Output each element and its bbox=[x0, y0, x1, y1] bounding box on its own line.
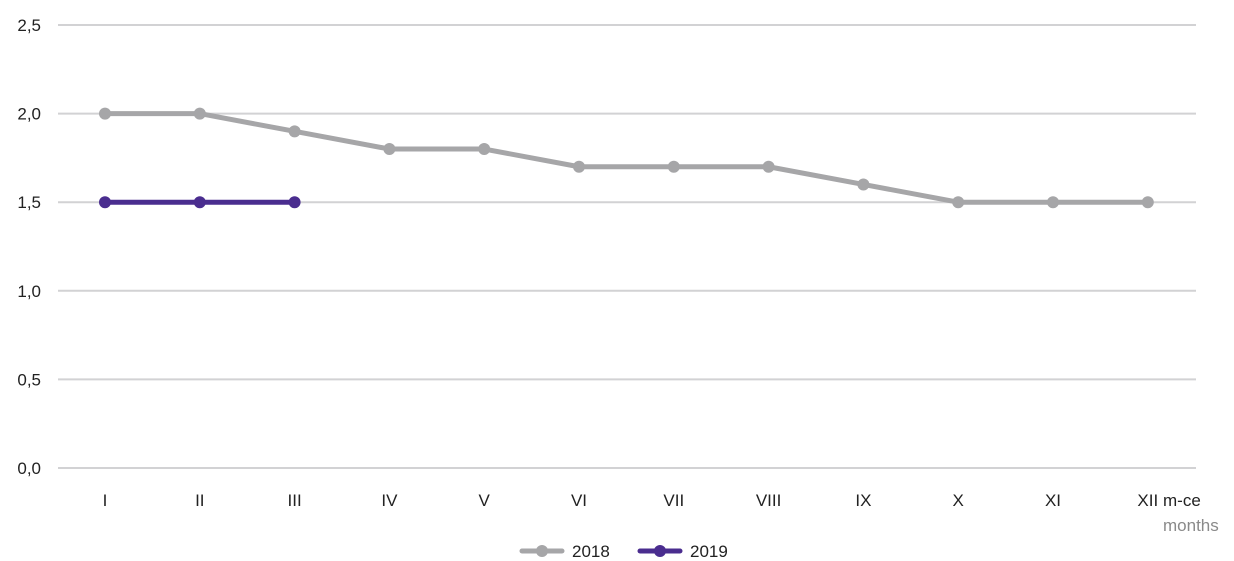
x-tick-label: XI bbox=[1045, 491, 1061, 510]
x-tick-label: X bbox=[953, 491, 964, 510]
data-point bbox=[857, 178, 870, 191]
data-point bbox=[288, 196, 301, 209]
x-tick-label: I bbox=[103, 491, 108, 510]
x-tick-label: V bbox=[479, 491, 491, 510]
y-tick-label: 2,0 bbox=[17, 105, 41, 124]
data-point bbox=[667, 160, 680, 173]
x-tick-label: IX bbox=[855, 491, 871, 510]
series-2019 bbox=[99, 196, 301, 209]
legend-swatch-marker bbox=[654, 545, 666, 557]
legend-label: 2019 bbox=[690, 542, 728, 561]
x-tick-label: II bbox=[195, 491, 204, 510]
x-axis-unit-sublabel: months bbox=[1163, 516, 1219, 535]
data-point bbox=[762, 160, 775, 173]
x-tick-label: VII bbox=[663, 491, 684, 510]
y-tick-label: 2,5 bbox=[17, 16, 41, 35]
data-point bbox=[99, 196, 111, 209]
legend-swatch-marker bbox=[536, 545, 548, 557]
x-axis-ticks: I II III IV V VI VII VIII IX X XI XII bbox=[103, 491, 1159, 510]
data-point bbox=[383, 143, 396, 156]
y-tick-label: 1,5 bbox=[17, 193, 41, 212]
series-line bbox=[102, 111, 1151, 205]
data-point bbox=[573, 160, 585, 173]
series-group bbox=[99, 107, 1154, 209]
x-tick-label: XII bbox=[1137, 491, 1158, 510]
legend: 2018 2019 bbox=[519, 542, 728, 561]
data-point bbox=[193, 196, 206, 209]
legend-item: 2019 bbox=[637, 542, 728, 561]
legend-label: 2018 bbox=[572, 542, 610, 561]
data-point bbox=[1047, 196, 1059, 209]
x-tick-label: VIII bbox=[756, 491, 782, 510]
data-point bbox=[99, 107, 111, 120]
y-tick-label: 1,0 bbox=[17, 282, 41, 301]
y-tick-label: 0,0 bbox=[17, 459, 41, 478]
data-point bbox=[288, 125, 301, 138]
legend-item: 2018 bbox=[519, 542, 610, 561]
x-axis-unit-label: m-ce bbox=[1163, 491, 1201, 510]
grid-lines bbox=[58, 24, 1196, 469]
y-tick-label: 0,5 bbox=[17, 370, 41, 389]
x-tick-label: VI bbox=[571, 491, 587, 510]
data-point bbox=[952, 196, 965, 209]
data-point bbox=[1141, 196, 1154, 209]
y-axis-ticks: 0,0 0,5 1,0 1,5 2,0 2,5 bbox=[17, 16, 41, 478]
series-2018 bbox=[99, 107, 1154, 209]
data-point bbox=[193, 107, 206, 120]
x-tick-label: IV bbox=[381, 491, 398, 510]
data-point bbox=[478, 143, 491, 156]
x-tick-label: III bbox=[288, 491, 302, 510]
